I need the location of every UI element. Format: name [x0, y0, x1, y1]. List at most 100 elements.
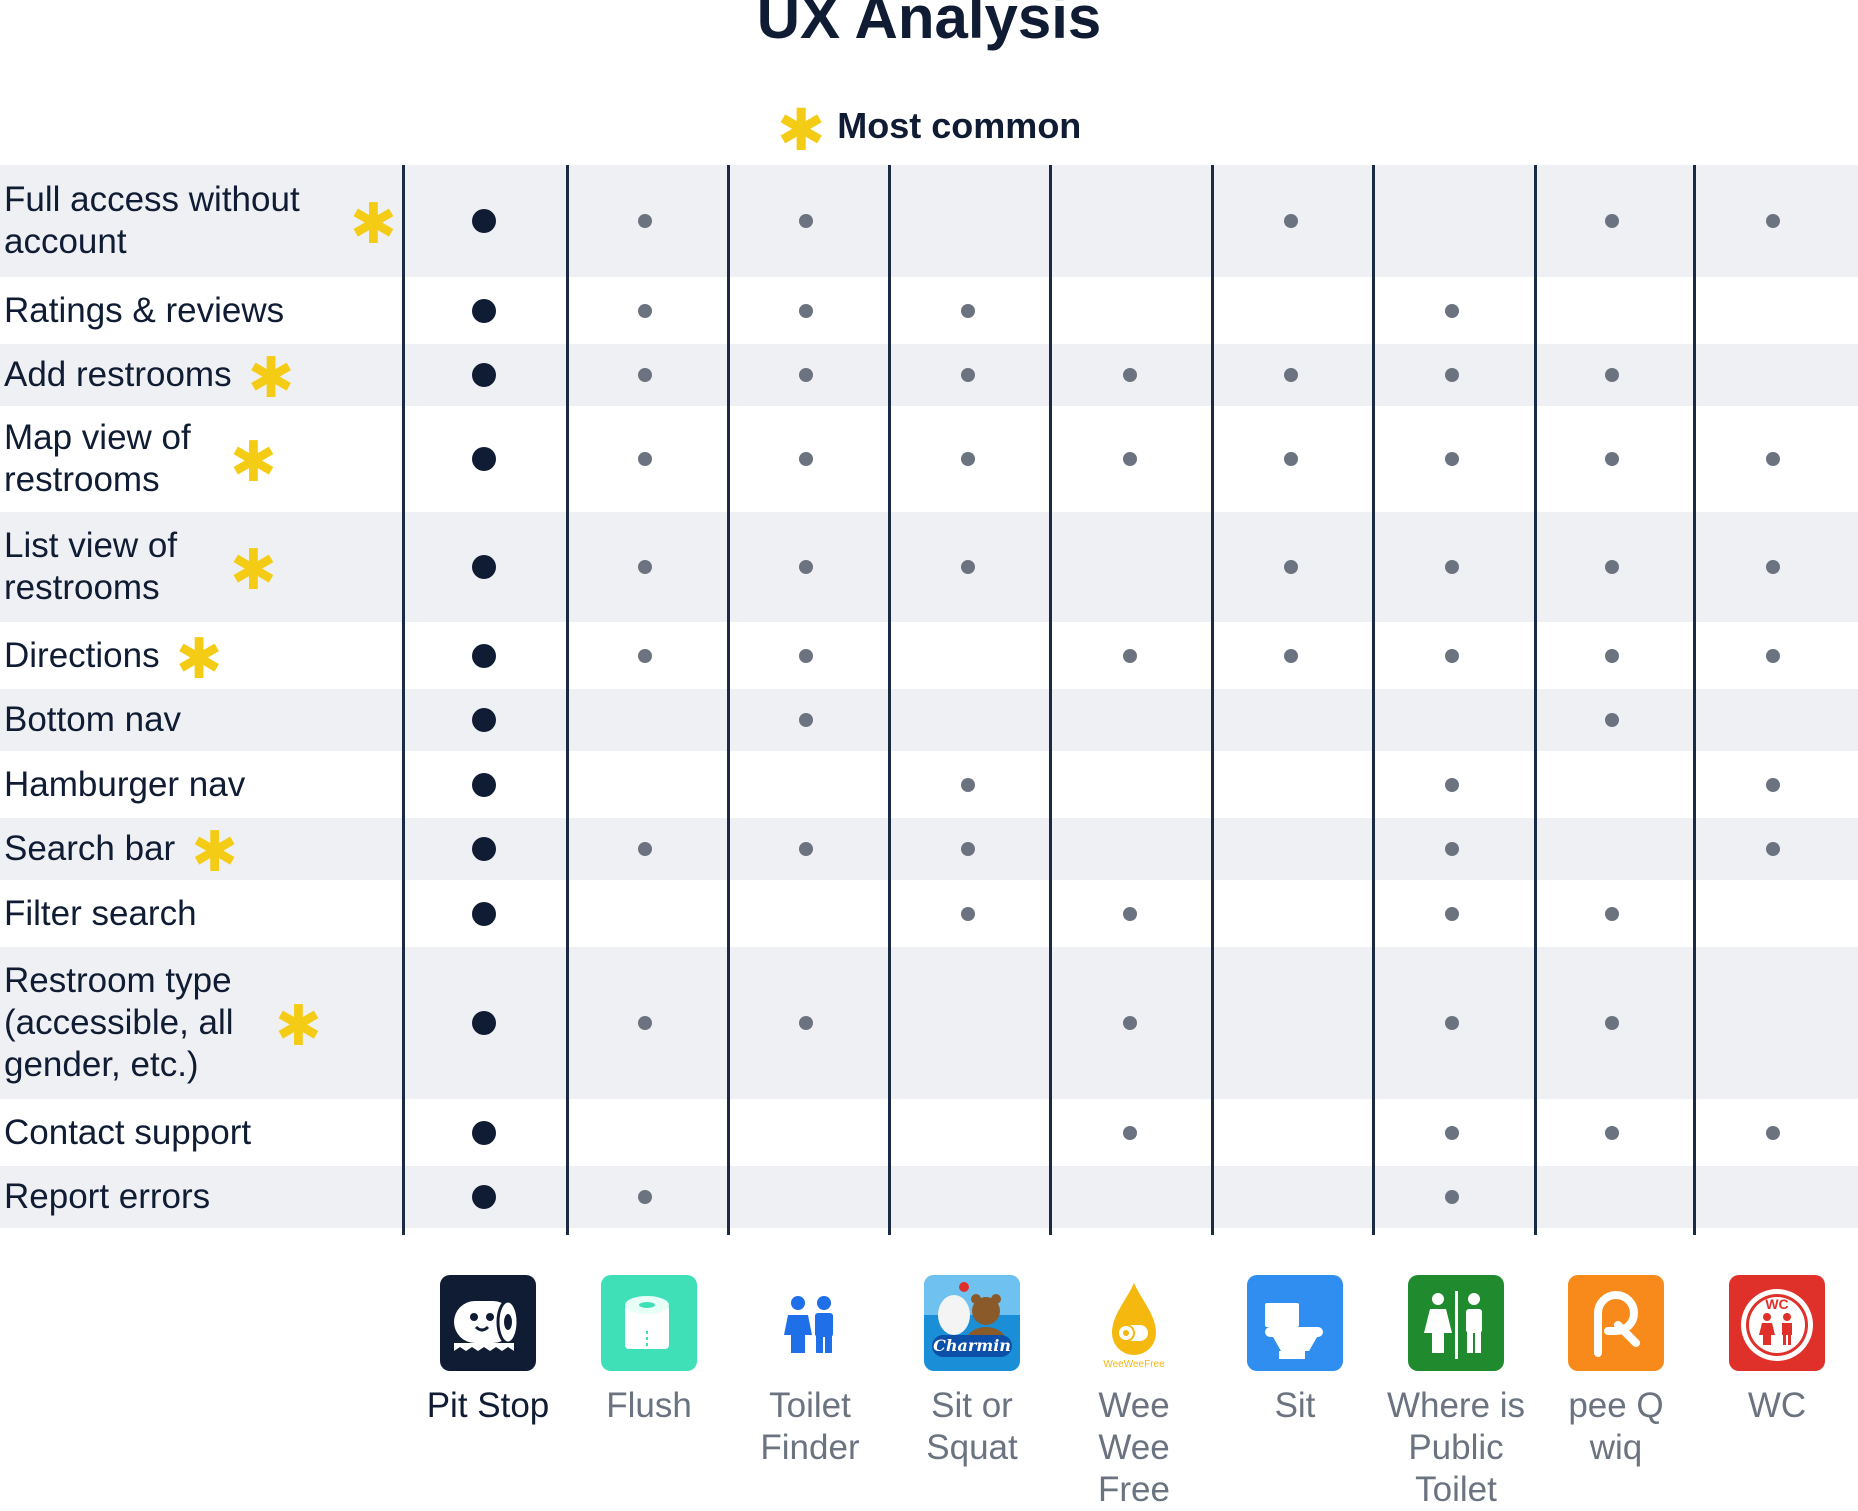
app-column-header: Where is Public Toilet — [1371, 1275, 1541, 1511]
feature-dot-0 — [472, 708, 496, 732]
feature-dot-1 — [638, 452, 652, 466]
feature-dot-0 — [472, 209, 496, 233]
app-column-header: Toilet Finder — [725, 1275, 895, 1469]
charmin-bear-icon: Charmin — [924, 1275, 1020, 1371]
app-name: Flush — [606, 1386, 692, 1425]
flush-toilet-roll-icon — [601, 1275, 697, 1371]
legend-label: Most common — [837, 105, 1082, 146]
feature-dot-6 — [1445, 368, 1459, 382]
feature-dot-1 — [638, 648, 652, 663]
most-common-star-icon: ✱ — [230, 430, 277, 495]
wc-sign-icon: WC — [1729, 1275, 1825, 1371]
app-name: Pit Stop — [426, 1386, 550, 1425]
asterisk-star-icon: ✱ — [776, 96, 826, 164]
feature-dot-3 — [961, 906, 975, 921]
feature-dot-5 — [1284, 368, 1298, 382]
svg-text:Charmin: Charmin — [933, 1336, 1011, 1355]
app-name: pee Q wiq — [1568, 1386, 1664, 1467]
feature-label-cell: Restroom type (accessible, all gender, e… — [4, 947, 399, 1099]
pit-stop-toilet-roll-icon — [440, 1275, 536, 1371]
feature-dot-7 — [1605, 906, 1619, 921]
feature-dot-3 — [961, 368, 975, 382]
feature-row: Add restrooms ✱ — [0, 344, 1858, 411]
feature-dot-8 — [1766, 214, 1780, 228]
feature-dot-0 — [472, 363, 496, 387]
feature-label-cell: Filter search — [4, 880, 399, 947]
feature-label-cell: Hamburger nav — [4, 751, 399, 818]
feature-dot-6 — [1445, 303, 1459, 318]
feature-dot-1 — [638, 560, 652, 574]
feature-dot-6 — [1445, 777, 1459, 792]
feature-dot-4 — [1123, 648, 1137, 663]
feature-row: Directions ✱ — [0, 622, 1858, 689]
column-divider — [1211, 165, 1214, 1235]
app-column-header: Sit — [1210, 1275, 1380, 1427]
feature-matrix: Full access without account ✱ Ratings & re… — [0, 165, 1858, 1228]
feature-row: List view of restrooms ✱ — [0, 512, 1858, 622]
feature-dot-4 — [1123, 452, 1137, 466]
feature-dot-3 — [961, 842, 975, 856]
feature-dot-8 — [1766, 452, 1780, 466]
feature-dot-8 — [1766, 777, 1780, 792]
feature-dot-5 — [1284, 452, 1298, 466]
feature-row: Hamburger nav — [0, 751, 1858, 818]
feature-row: Restroom type (accessible, all gender, e… — [0, 947, 1858, 1099]
feature-label: Contact support — [4, 1112, 252, 1152]
app-name: Sit — [1274, 1386, 1316, 1425]
feature-label-cell: List view of restrooms ✱ — [4, 512, 399, 622]
column-divider — [888, 165, 891, 1235]
column-divider — [1372, 165, 1375, 1235]
feature-label-cell: Map view of restrooms ✱ — [4, 406, 399, 512]
feature-label-cell: Search bar ✱ — [4, 818, 399, 881]
feature-label-cell: Add restrooms ✱ — [4, 344, 399, 411]
sit-toilet-icon — [1247, 1275, 1343, 1371]
feature-label-cell: Ratings & reviews — [4, 277, 399, 344]
feature-dot-1 — [638, 214, 652, 228]
feature-dot-7 — [1605, 452, 1619, 466]
feature-dot-6 — [1445, 1125, 1459, 1140]
feature-dot-0 — [472, 555, 496, 579]
app-column-header: Pit Stop — [403, 1275, 573, 1427]
feature-label-cell: Report errors — [4, 1166, 399, 1228]
feature-dot-0 — [472, 772, 496, 797]
feature-label: Directions — [4, 635, 160, 675]
feature-dot-6 — [1445, 906, 1459, 921]
feature-dot-7 — [1605, 214, 1619, 228]
most-common-star-icon: ✱ — [230, 538, 277, 603]
feature-dot-3 — [961, 560, 975, 574]
feature-row: Bottom nav — [0, 689, 1858, 751]
app-name: Sit or Squat — [926, 1386, 1018, 1467]
feature-dot-3 — [961, 303, 975, 318]
app-name: Where is Public Toilet — [1386, 1386, 1526, 1509]
feature-label: List view of restrooms — [4, 526, 178, 607]
feature-dot-7 — [1605, 560, 1619, 574]
feature-dot-2 — [799, 560, 813, 574]
column-divider — [1693, 165, 1696, 1235]
app-column-header: Charmin Sit or Squat — [887, 1275, 1057, 1469]
app-column-header: Flush — [564, 1275, 734, 1427]
page-title: UX Analysis — [756, 0, 1102, 51]
feature-dot-4 — [1123, 1125, 1137, 1140]
feature-dot-7 — [1605, 1125, 1619, 1140]
feature-dot-6 — [1445, 1016, 1459, 1030]
feature-dot-0 — [472, 837, 496, 861]
feature-dot-2 — [799, 452, 813, 466]
feature-dot-4 — [1123, 1016, 1137, 1030]
feature-dot-8 — [1766, 842, 1780, 856]
app-name: Toilet Finder — [760, 1386, 860, 1467]
feature-row: Report errors — [0, 1166, 1858, 1228]
app-icons-row: Pit Stop Flush Toilet Finder Charmin Sit or … — [0, 1275, 1858, 1509]
feature-row: Ratings & reviews — [0, 277, 1858, 344]
feature-label: Restroom type (accessible, all gender, e… — [4, 961, 234, 1084]
feature-dot-7 — [1605, 648, 1619, 663]
svg-text:WC: WC — [1765, 1296, 1788, 1312]
feature-row: Map view of restrooms ✱ — [0, 406, 1858, 512]
feature-dot-0 — [472, 1120, 496, 1145]
app-column-header: WeeWeeFree Wee Wee Free — [1049, 1275, 1219, 1511]
feature-label: Bottom nav — [4, 700, 182, 739]
app-column-header: pee Q wiq — [1531, 1275, 1701, 1469]
most-common-star-icon: ✱ — [175, 626, 223, 692]
feature-row: Full access without account ✱ — [0, 165, 1858, 277]
feature-label: Filter search — [4, 893, 197, 933]
most-common-star-icon: ✱ — [247, 346, 295, 411]
